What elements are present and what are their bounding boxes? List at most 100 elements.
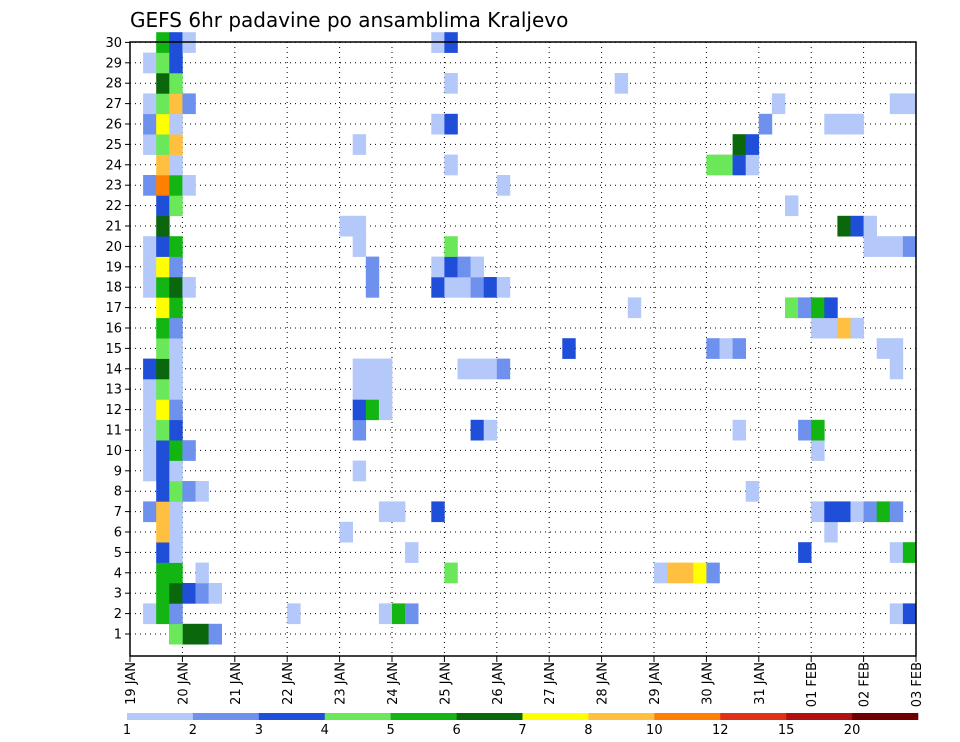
precip-cell — [182, 277, 196, 298]
x-tick-label: 01 FEB — [805, 662, 820, 707]
precip-cell — [156, 256, 170, 278]
precip-cell — [798, 419, 812, 441]
precip-cell — [745, 154, 760, 176]
precip-cell — [169, 317, 183, 339]
precip-cell — [156, 317, 170, 339]
precip-cell — [156, 134, 170, 155]
precip-cell — [143, 277, 157, 298]
precip-cell — [889, 338, 904, 359]
precip-cell — [156, 195, 170, 217]
precip-cell — [562, 338, 576, 359]
precip-cell — [680, 562, 694, 584]
x-tick-label: 24 JAN — [386, 662, 401, 705]
precip-cell — [496, 175, 511, 196]
colorbar-swatch — [852, 713, 919, 720]
precip-cell — [352, 236, 367, 257]
precip-cell — [156, 154, 170, 176]
y-tick-label: 5 — [114, 546, 122, 561]
x-tick-label: 31 JAN — [753, 662, 768, 705]
precip-cell — [169, 460, 183, 482]
y-tick-label: 30 — [105, 36, 122, 51]
x-tick-label: 03 FEB — [910, 662, 925, 707]
precip-cell — [143, 603, 157, 625]
precip-cell — [169, 134, 183, 155]
precip-cell — [771, 93, 786, 115]
precip-cell — [889, 236, 904, 257]
precip-cell — [837, 501, 851, 523]
colorbar-swatch — [258, 713, 326, 720]
colorbar-label: 3 — [255, 723, 263, 738]
precip-cell — [902, 603, 917, 625]
x-tick-label: 19 JAN — [124, 662, 139, 705]
precip-cell — [719, 154, 733, 176]
precip-cell — [378, 379, 393, 400]
colorbar-label: 10 — [646, 723, 663, 738]
precip-cell — [811, 297, 825, 319]
precip-cell — [745, 134, 760, 155]
precip-cell — [732, 419, 746, 441]
precip-cell — [169, 542, 183, 563]
chart-title: GEFS 6hr padavine po ansamblima Kraljevo — [130, 8, 568, 32]
precip-cell — [824, 521, 838, 543]
precip-cell — [352, 134, 367, 155]
precip-cell — [706, 562, 720, 584]
precip-cell — [156, 93, 170, 115]
y-tick-label: 12 — [105, 403, 122, 418]
colorbar-swatch — [456, 713, 523, 720]
precip-cell — [824, 317, 838, 339]
colorbar-label: 12 — [712, 723, 729, 738]
precip-cell — [444, 73, 458, 94]
precip-cell — [824, 113, 838, 135]
precip-cell — [156, 52, 170, 74]
x-tick-label: 28 JAN — [596, 662, 611, 705]
precip-cell — [719, 338, 733, 359]
precip-cell — [182, 93, 196, 115]
precip-cell — [156, 419, 170, 441]
precip-cell — [732, 154, 746, 176]
precip-cell — [496, 277, 511, 298]
precip-cell — [156, 113, 170, 135]
precip-cell — [392, 603, 406, 625]
precip-cell — [811, 440, 825, 461]
colorbar-swatch — [522, 713, 589, 720]
precip-cell — [156, 440, 170, 461]
precip-cell — [889, 603, 904, 625]
precip-cell — [614, 73, 629, 94]
precip-cell — [156, 215, 170, 237]
precip-cell — [156, 501, 170, 523]
colorbar-label: 8 — [584, 723, 592, 738]
precip-cell — [156, 542, 170, 563]
precip-cell — [182, 440, 196, 461]
precip-cell — [889, 501, 904, 523]
precip-cell — [182, 583, 196, 604]
precip-cell — [156, 481, 170, 502]
precip-cell — [169, 52, 183, 74]
precip-cell — [392, 501, 406, 523]
precip-cell — [444, 562, 458, 584]
precip-cell — [483, 277, 498, 298]
y-tick-label: 13 — [105, 383, 122, 398]
x-tick-label: 27 JAN — [543, 662, 558, 705]
y-tick-label: 21 — [105, 220, 122, 235]
y-tick-label: 8 — [114, 485, 122, 500]
precip-cell — [143, 134, 157, 155]
precip-cell — [667, 562, 681, 584]
precip-cell — [457, 256, 471, 278]
precip-cell — [169, 236, 183, 257]
precip-cell — [169, 175, 183, 196]
precip-cell — [169, 256, 183, 278]
precip-cell — [365, 256, 380, 278]
precip-cell — [470, 358, 484, 380]
precip-cell — [431, 113, 445, 135]
y-tick-label: 10 — [105, 444, 122, 459]
colorbar-label: 4 — [321, 723, 329, 738]
precip-cell — [431, 256, 445, 278]
y-tick-label: 27 — [105, 97, 122, 112]
precip-cell — [169, 113, 183, 135]
y-tick-label: 6 — [114, 526, 122, 541]
x-tick-label: 30 JAN — [700, 662, 715, 705]
precip-cell — [339, 215, 353, 237]
precip-cell — [143, 93, 157, 115]
precip-cell — [850, 501, 864, 523]
precip-cell — [169, 501, 183, 523]
